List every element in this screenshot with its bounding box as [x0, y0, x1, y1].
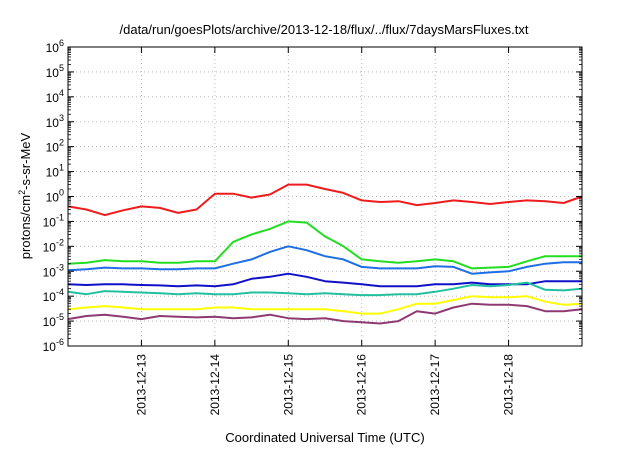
x-axis-label: Coordinated Universal Time (UTC): [225, 430, 424, 445]
y-tick-label: 10-2: [43, 237, 64, 254]
x-tick-label: 2013-12-17: [428, 354, 442, 416]
y-tick-label: 10-6: [43, 337, 64, 354]
y-tick-label: 105: [46, 63, 64, 80]
chart-title: /data/run/goesPlots/archive/2013-12-18/f…: [120, 22, 529, 37]
y-tick-label: 106: [46, 38, 64, 55]
series-line-1: [67, 183, 583, 217]
y-tick-label: 101: [46, 163, 64, 180]
y-tick-label: 10-1: [43, 212, 64, 229]
y-tick-label: 10-5: [43, 312, 64, 329]
y-axis: 10-6 10-5 10-4 10-3 10-2 10-1 100 101 102 103 104 1…: [43, 38, 582, 354]
grid: [68, 47, 582, 346]
series-line-3: [67, 245, 582, 275]
x-axis: 2013-12-13 2013-12-14 2013-12-15 2013-12-16…: [134, 47, 516, 416]
series-line-5: [67, 281, 583, 297]
x-tick-label: 2013-12-13: [134, 354, 148, 416]
y-axis-label: protons/cm2-s-sr-MeV: [17, 132, 33, 259]
y-tick-label: 103: [46, 113, 64, 130]
x-tick-label: 2013-12-16: [355, 354, 369, 416]
x-tick-label: 2013-12-18: [502, 354, 516, 416]
y-tick-label: 102: [46, 138, 64, 155]
y-tick-label: 10-3: [43, 262, 64, 279]
series-line-4: [67, 272, 582, 288]
x-tick-label: 2013-12-14: [208, 354, 222, 416]
x-tick-label: 2013-12-15: [281, 354, 295, 416]
series-group: [67, 183, 583, 325]
series-line-2: [67, 220, 582, 270]
y-tick-label: 10-4: [43, 287, 64, 304]
series-line-6: [67, 295, 583, 315]
y-tick-label: 104: [46, 88, 64, 105]
series-line-7: [67, 302, 583, 325]
y-tick-label: 100: [46, 188, 64, 205]
